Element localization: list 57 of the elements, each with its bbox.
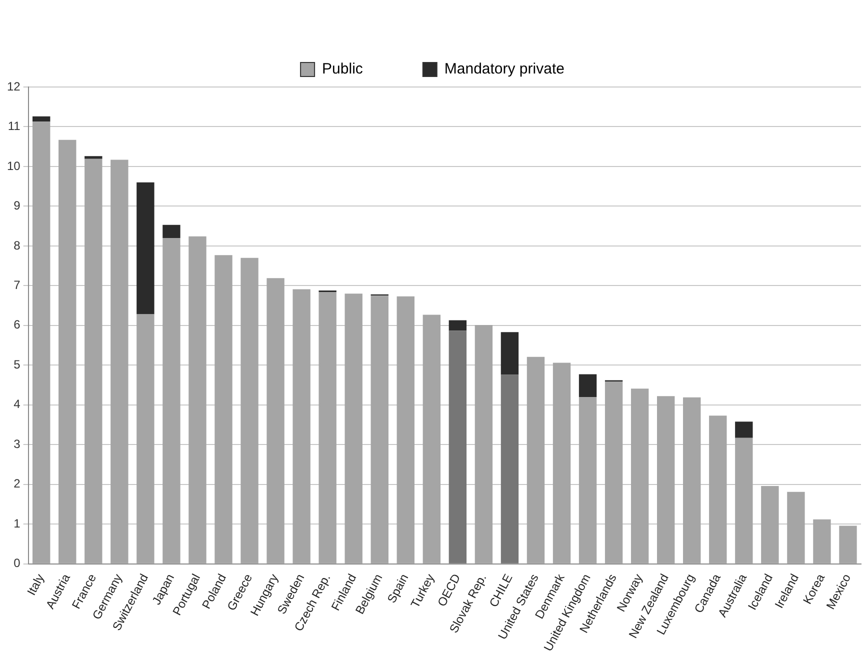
- x-tick-label: Spain: [384, 572, 412, 606]
- bar: [787, 492, 805, 564]
- bar: [552, 362, 571, 564]
- bar: [448, 330, 467, 564]
- legend-label: Mandatory private: [444, 60, 564, 78]
- bar: [58, 140, 76, 564]
- legend-label: Public: [322, 60, 364, 78]
- bar: [813, 519, 831, 564]
- bar: [84, 156, 102, 159]
- bar: [709, 416, 727, 564]
- y-tick-label: 12: [6, 79, 21, 94]
- bar: [344, 294, 362, 564]
- bar: [318, 292, 336, 564]
- bar: [630, 388, 649, 564]
- bar: [578, 374, 597, 397]
- y-tick-label: 0: [14, 556, 21, 570]
- bar: [500, 332, 519, 375]
- bar: [32, 122, 50, 564]
- bar: [657, 396, 675, 564]
- y-tick-label: 8: [14, 238, 21, 252]
- bar: [735, 422, 753, 438]
- y-tick-label: 9: [14, 198, 21, 213]
- bar: [396, 296, 414, 564]
- bar: [136, 182, 154, 314]
- y-tick-label: 5: [14, 357, 21, 372]
- y-tick-label: 4: [14, 397, 21, 412]
- bar: [292, 289, 310, 564]
- y-tick-label: 6: [14, 318, 21, 332]
- bar: [500, 374, 519, 564]
- y-tick-label: 10: [6, 158, 21, 173]
- bar: [735, 438, 753, 564]
- bar: [266, 278, 284, 564]
- bar: [84, 158, 102, 564]
- bar: [32, 116, 50, 122]
- x-tick-label: Italy: [24, 572, 47, 598]
- bar: [188, 236, 206, 564]
- bar: [370, 296, 388, 564]
- bar: [761, 486, 779, 564]
- bar: [578, 396, 597, 564]
- y-tick-label: 11: [8, 119, 21, 134]
- bar: [214, 255, 232, 564]
- y-tick-label: 1: [14, 516, 21, 530]
- y-tick-label: 7: [14, 278, 21, 292]
- y-tick-label: 3: [14, 436, 21, 451]
- bar: [474, 325, 493, 564]
- bar: [683, 397, 701, 564]
- bar: [526, 356, 545, 564]
- bar: [448, 320, 467, 331]
- bar: [604, 381, 623, 564]
- bar: [240, 258, 258, 564]
- bar: [162, 238, 180, 564]
- bar: [110, 160, 128, 564]
- y-tick-label: 2: [14, 476, 21, 491]
- bar: [136, 314, 154, 564]
- bar: [422, 314, 441, 564]
- bar: [839, 526, 857, 564]
- bar: [162, 224, 180, 238]
